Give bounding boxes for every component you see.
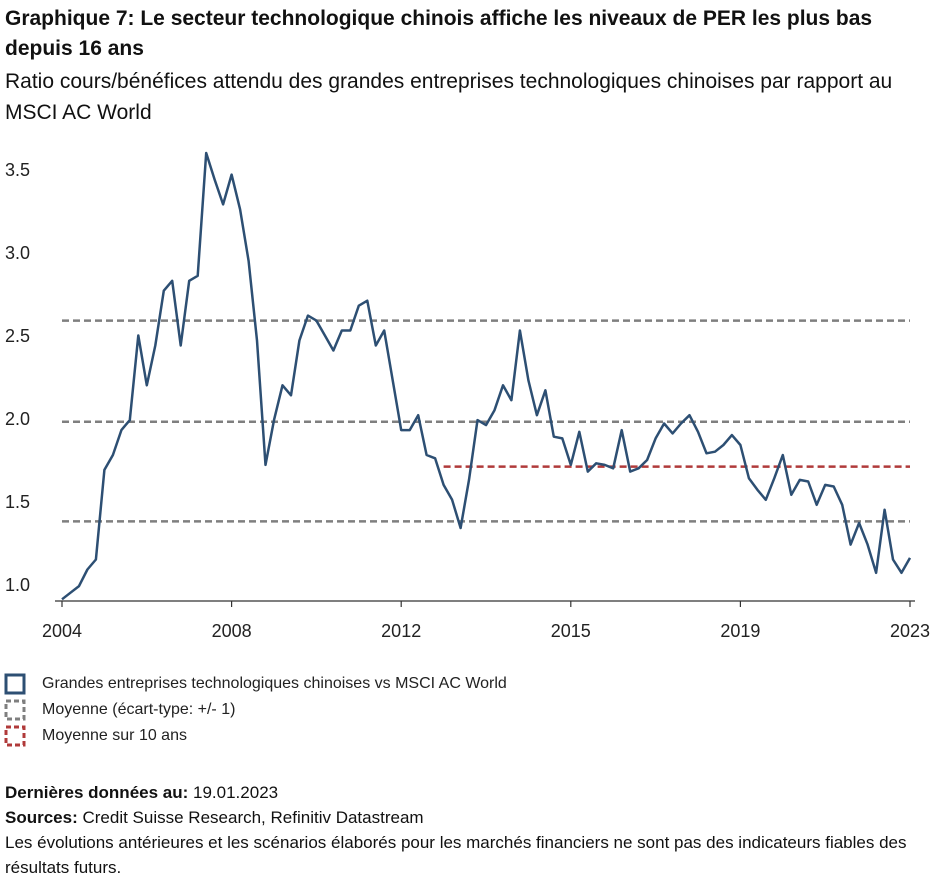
chart-subtitle: Ratio cours/bénéfices attendu des grande… xyxy=(5,70,893,124)
y-tick-label: 1.0 xyxy=(5,575,30,595)
y-tick-label: 3.5 xyxy=(5,160,30,180)
last-data-label: Dernières données au: xyxy=(5,783,189,802)
legend-label: Moyenne (écart-type: +/- 1) xyxy=(42,701,235,718)
y-tick-label: 3.0 xyxy=(5,243,30,263)
y-tick-label: 2.5 xyxy=(5,326,30,346)
y-tick-label: 1.5 xyxy=(5,492,30,512)
legend-swatch xyxy=(4,673,26,695)
series-line xyxy=(61,151,912,601)
x-tick-label: 2023 xyxy=(890,621,930,641)
last-data: Dernières données au: 19.01.2023 xyxy=(5,780,935,805)
note: Les évolutions antérieures et les scénar… xyxy=(5,833,907,877)
x-tick-label: 2012 xyxy=(381,621,421,641)
y-tick-label: 2.0 xyxy=(5,409,30,429)
chart-title: Graphique 7: Le secteur technologique ch… xyxy=(5,7,873,60)
legend-swatch xyxy=(4,725,26,747)
last-data-value: 19.01.2023 xyxy=(193,783,279,802)
x-tick-label: 2004 xyxy=(42,621,82,641)
legend-label: Grandes entreprises technologiques chino… xyxy=(42,675,507,692)
sources-label: Sources: xyxy=(5,808,78,827)
x-tick-label: 2015 xyxy=(551,621,591,641)
footer: Dernières données au: 19.01.2023 Sources… xyxy=(5,780,935,880)
legend-label: Moyenne sur 10 ans xyxy=(42,727,187,744)
sources-value: Credit Suisse Research, Refinitiv Datast… xyxy=(82,808,424,827)
legend-swatch xyxy=(4,699,26,721)
x-tick-label: 2019 xyxy=(720,621,760,641)
x-tick-label: 2008 xyxy=(212,621,252,641)
sources: Sources: Credit Suisse Research, Refinit… xyxy=(5,805,935,830)
